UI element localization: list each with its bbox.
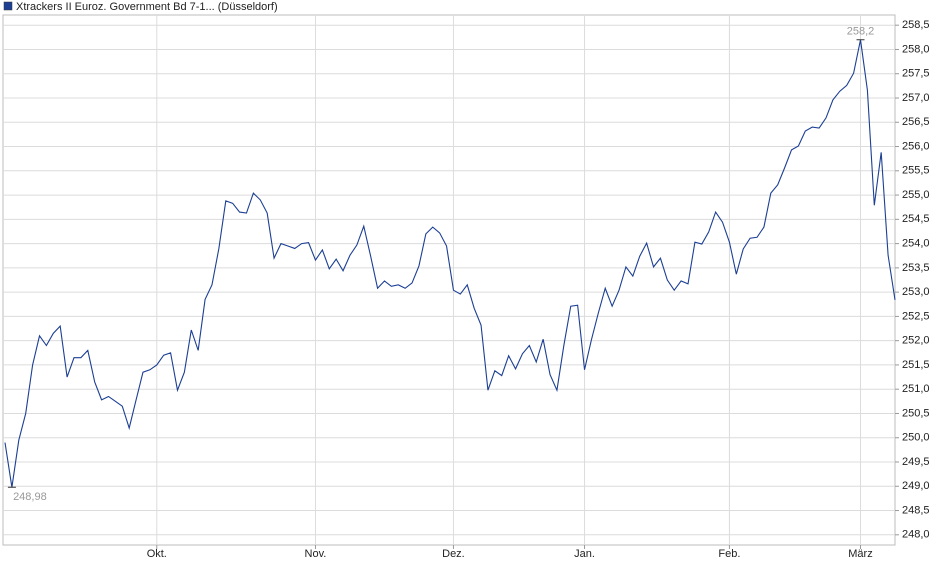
y-tick-label: 250,5 — [902, 407, 930, 419]
legend-swatch — [3, 1, 13, 11]
x-tick-label: Nov. — [305, 548, 327, 560]
y-tick-label: 256,0 — [902, 140, 930, 152]
y-tick-label: 251,0 — [902, 383, 930, 395]
x-tick-label: Jan. — [574, 548, 595, 560]
y-tick-label: 253,5 — [902, 262, 930, 274]
y-tick-label: 255,5 — [902, 165, 930, 177]
y-tick-label: 258,5 — [902, 19, 930, 31]
x-tick-label: März — [848, 548, 872, 560]
y-tick-label: 250,0 — [902, 432, 930, 444]
y-tick-label: 255,0 — [902, 189, 930, 201]
legend-label: Xtrackers II Euroz. Government Bd 7-1...… — [16, 1, 278, 13]
extreme-label: 258,2 — [847, 26, 875, 38]
price-line — [4, 39, 896, 488]
y-tick-label: 256,5 — [902, 116, 930, 128]
y-tick-label: 252,5 — [902, 310, 930, 322]
y-tick-label: 252,0 — [902, 335, 930, 347]
y-tick-label: 254,0 — [902, 238, 930, 250]
extreme-label: 248,98 — [13, 491, 47, 503]
x-tick-label: Okt. — [147, 548, 167, 560]
y-tick-label: 249,0 — [902, 480, 930, 492]
y-tick-label: 254,5 — [902, 213, 930, 225]
y-tick-label: 249,5 — [902, 456, 930, 468]
y-tick-label: 257,0 — [902, 92, 930, 104]
y-tick-label: 251,5 — [902, 359, 930, 371]
y-tick-label: 248,5 — [902, 504, 930, 516]
x-tick-label: Dez. — [442, 548, 465, 560]
y-tick-label: 258,0 — [902, 43, 930, 55]
plot-area — [2, 14, 896, 546]
y-tick-label: 248,0 — [902, 529, 930, 541]
x-tick-label: Feb. — [718, 548, 740, 560]
y-tick-label: 253,0 — [902, 286, 930, 298]
y-tick-label: 257,5 — [902, 68, 930, 80]
